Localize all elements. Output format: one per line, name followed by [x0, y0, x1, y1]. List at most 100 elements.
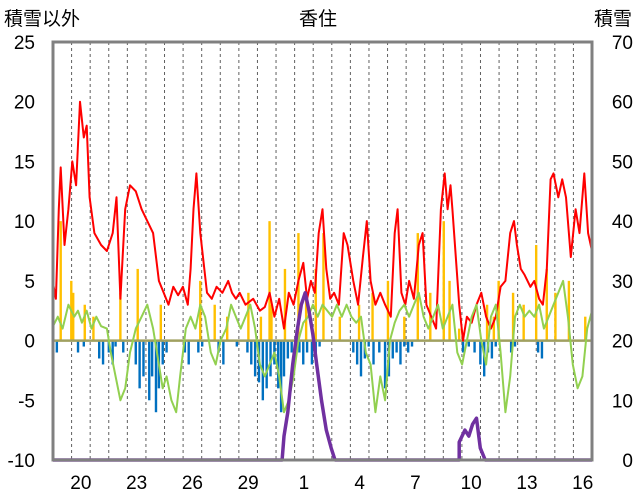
precip-bar	[247, 292, 250, 341]
precip-bar-negative	[352, 340, 355, 353]
right-tick-label: 60	[612, 93, 633, 114]
precip-bar	[371, 292, 374, 341]
precip-bar	[297, 233, 300, 341]
precip-bar-negative	[111, 340, 114, 365]
precip-bar-negative	[391, 340, 394, 359]
precip-bar	[485, 304, 489, 341]
precip-bar-negative	[165, 340, 168, 353]
precip-bar	[83, 304, 86, 341]
precip-bar	[357, 304, 361, 341]
precip-bar	[213, 304, 216, 341]
precip-bar-negative	[359, 340, 363, 377]
precip-bar	[584, 316, 587, 341]
plot-frame	[51, 40, 594, 462]
right-tick-label: 30	[612, 272, 633, 293]
series-line-wind	[52, 279, 593, 414]
precip-bar	[416, 233, 419, 341]
precip-bar-negative	[253, 340, 257, 377]
precip-bar	[545, 268, 548, 341]
precip-bar-negative	[101, 340, 105, 365]
precip-bar	[534, 245, 538, 341]
series-line-temperature	[52, 100, 593, 342]
precip-bar	[403, 316, 406, 341]
precip-bar-negative	[222, 340, 225, 365]
precip-bar-negative	[154, 340, 158, 413]
precip-bar	[338, 316, 342, 341]
precip-bar-negative	[282, 340, 286, 377]
precip-bar	[159, 304, 162, 341]
left-tick-label: 15	[14, 152, 35, 173]
x-tick-label: 4	[354, 473, 365, 494]
precip-bar-negative	[355, 340, 359, 365]
left-tick-label: 10	[14, 212, 35, 233]
precip-bar-negative	[467, 340, 470, 347]
left-tick-label: 0	[24, 332, 35, 353]
precip-bar-negative	[138, 340, 141, 389]
right-tick-label: 10	[612, 391, 633, 412]
precip-bar-negative	[82, 340, 85, 347]
precip-bar	[522, 304, 525, 341]
left-tick-label: 5	[24, 272, 35, 293]
precip-bar-negative	[98, 340, 101, 359]
precip-bar-negative	[372, 340, 375, 365]
right-tick-label: 0	[622, 451, 633, 472]
precip-bar-negative	[399, 340, 402, 365]
precip-bar-negative	[161, 340, 164, 365]
precip-bar-negative	[513, 340, 517, 347]
precip-bar-negative	[461, 340, 465, 353]
precip-bar-negative	[235, 340, 239, 347]
precip-bar	[136, 268, 139, 341]
precip-bar-negative	[114, 340, 117, 347]
right-tick-label: 70	[612, 33, 633, 54]
vertical-gridlines	[71, 42, 574, 460]
right-axis-ticks: 70 60 50 40 30 20 10 0	[612, 33, 633, 472]
precip-bar-negative	[142, 340, 145, 377]
precip-bar	[322, 233, 325, 341]
right-tick-label: 20	[612, 332, 633, 353]
precip-bar	[259, 316, 263, 341]
precip-bar	[442, 221, 445, 341]
precip-bar-negative	[318, 340, 321, 347]
precip-bar	[270, 304, 273, 341]
left-tick-label: -10	[8, 451, 35, 472]
precip-bar-negative	[122, 340, 125, 353]
x-tick-label: 20	[70, 473, 91, 494]
precip-bar-negative	[134, 340, 137, 365]
precip-bar	[511, 292, 515, 341]
precip-bar-negative	[473, 340, 476, 353]
precip-bar	[457, 328, 461, 341]
precip-bar-negative	[540, 340, 544, 359]
precip-bar-negative	[367, 340, 370, 347]
x-tick-label: 1	[299, 473, 310, 494]
precip-bar	[59, 221, 62, 341]
precip-bar-negative	[494, 340, 497, 347]
precip-bar-negative	[509, 340, 513, 353]
x-tick-label: 23	[126, 473, 147, 494]
x-tick-label: 13	[516, 473, 537, 494]
precip-bar-negative	[395, 340, 398, 353]
x-tick-label: 26	[182, 473, 203, 494]
left-axis-ticks: 25 20 15 10 5 0 -5 -10	[8, 33, 35, 472]
precip-bar	[497, 280, 500, 341]
x-tick-label: 7	[410, 473, 421, 494]
precip-bar	[92, 316, 95, 341]
x-tick-label: 29	[238, 473, 259, 494]
right-axis-label: 積雪	[594, 8, 632, 30]
x-tick-label: 10	[461, 473, 482, 494]
precip-bar	[268, 221, 271, 341]
precip-bar-negative	[479, 340, 482, 365]
precip-bar-negative	[305, 340, 309, 353]
x-tick-label: 16	[572, 473, 593, 494]
precip-bar-negative	[250, 340, 253, 365]
precip-bar-negative	[290, 340, 293, 353]
precip-bar-negative	[536, 340, 540, 353]
precip-bar	[283, 268, 287, 341]
precip-bar-negative	[269, 340, 272, 377]
precip-bar-negative	[310, 340, 314, 365]
precip-bar-negative	[406, 340, 410, 353]
precip-bar	[492, 316, 496, 341]
precip-bar	[119, 292, 122, 341]
right-tick-label: 50	[612, 152, 633, 173]
precip-bar	[199, 280, 202, 341]
